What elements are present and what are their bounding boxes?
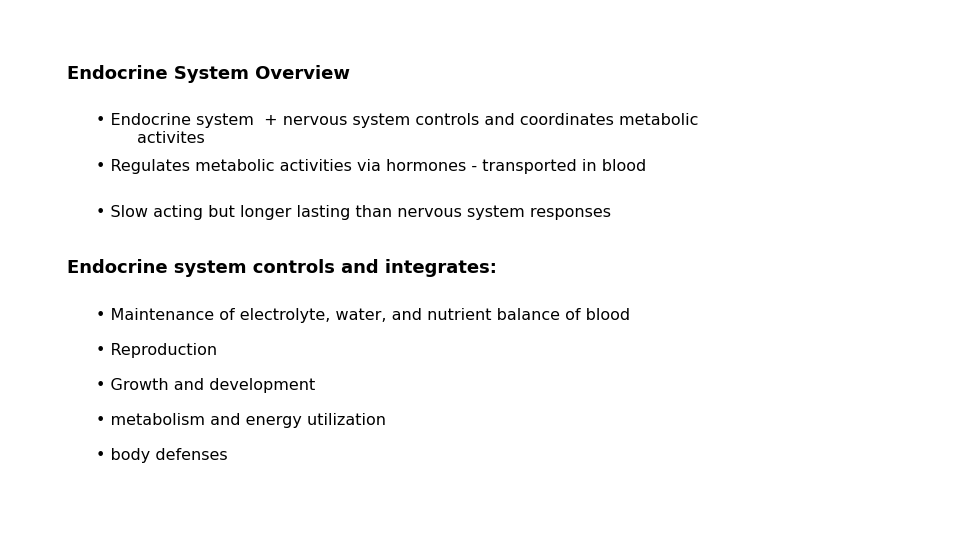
Text: • Regulates metabolic activities via hormones - transported in blood: • Regulates metabolic activities via hor… — [96, 159, 646, 174]
Text: • Endocrine system  + nervous system controls and coordinates metabolic
        : • Endocrine system + nervous system cont… — [96, 113, 698, 146]
Text: • Maintenance of electrolyte, water, and nutrient balance of blood: • Maintenance of electrolyte, water, and… — [96, 308, 630, 323]
Text: • Reproduction: • Reproduction — [96, 343, 217, 358]
Text: Endocrine System Overview: Endocrine System Overview — [67, 65, 350, 83]
Text: • metabolism and energy utilization: • metabolism and energy utilization — [96, 413, 386, 428]
Text: Endocrine system controls and integrates:: Endocrine system controls and integrates… — [67, 259, 497, 277]
Text: • Growth and development: • Growth and development — [96, 378, 315, 393]
Text: • body defenses: • body defenses — [96, 448, 228, 463]
Text: • Slow acting but longer lasting than nervous system responses: • Slow acting but longer lasting than ne… — [96, 205, 611, 220]
